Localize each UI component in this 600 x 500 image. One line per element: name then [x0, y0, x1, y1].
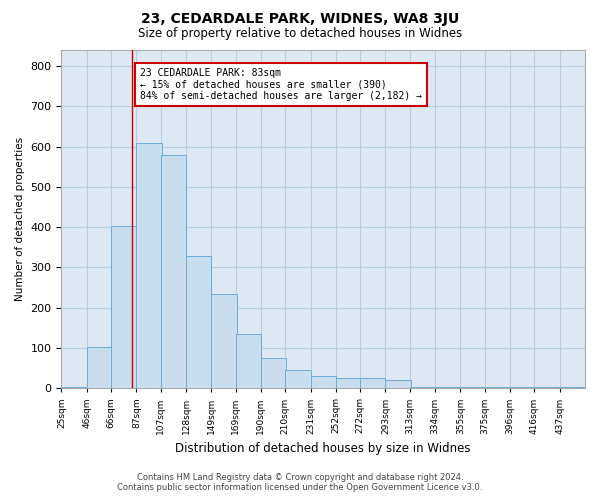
Bar — [161, 154, 186, 388]
Bar — [211, 294, 237, 388]
Bar — [410, 387, 435, 388]
Bar — [261, 358, 286, 388]
Text: Size of property relative to detached houses in Widnes: Size of property relative to detached ho… — [138, 28, 462, 40]
Bar — [360, 378, 385, 388]
Bar — [236, 334, 261, 388]
Bar — [186, 256, 211, 388]
Text: 23, CEDARDALE PARK, WIDNES, WA8 3JU: 23, CEDARDALE PARK, WIDNES, WA8 3JU — [141, 12, 459, 26]
Y-axis label: Number of detached properties: Number of detached properties — [15, 137, 25, 301]
Bar — [136, 143, 162, 388]
Bar — [510, 387, 535, 388]
Bar — [435, 387, 460, 388]
Bar — [111, 226, 136, 388]
Bar — [485, 387, 510, 388]
Bar — [61, 387, 87, 388]
Bar — [311, 376, 336, 388]
Bar — [460, 387, 486, 388]
Text: Contains HM Land Registry data © Crown copyright and database right 2024.
Contai: Contains HM Land Registry data © Crown c… — [118, 473, 482, 492]
Text: 23 CEDARDALE PARK: 83sqm
← 15% of detached houses are smaller (390)
84% of semi-: 23 CEDARDALE PARK: 83sqm ← 15% of detach… — [140, 68, 422, 102]
Bar — [336, 378, 361, 388]
Bar — [534, 387, 560, 388]
X-axis label: Distribution of detached houses by size in Widnes: Distribution of detached houses by size … — [175, 442, 471, 455]
Bar — [385, 380, 411, 388]
Bar — [285, 370, 311, 388]
Bar — [560, 387, 585, 388]
Bar — [87, 347, 112, 389]
